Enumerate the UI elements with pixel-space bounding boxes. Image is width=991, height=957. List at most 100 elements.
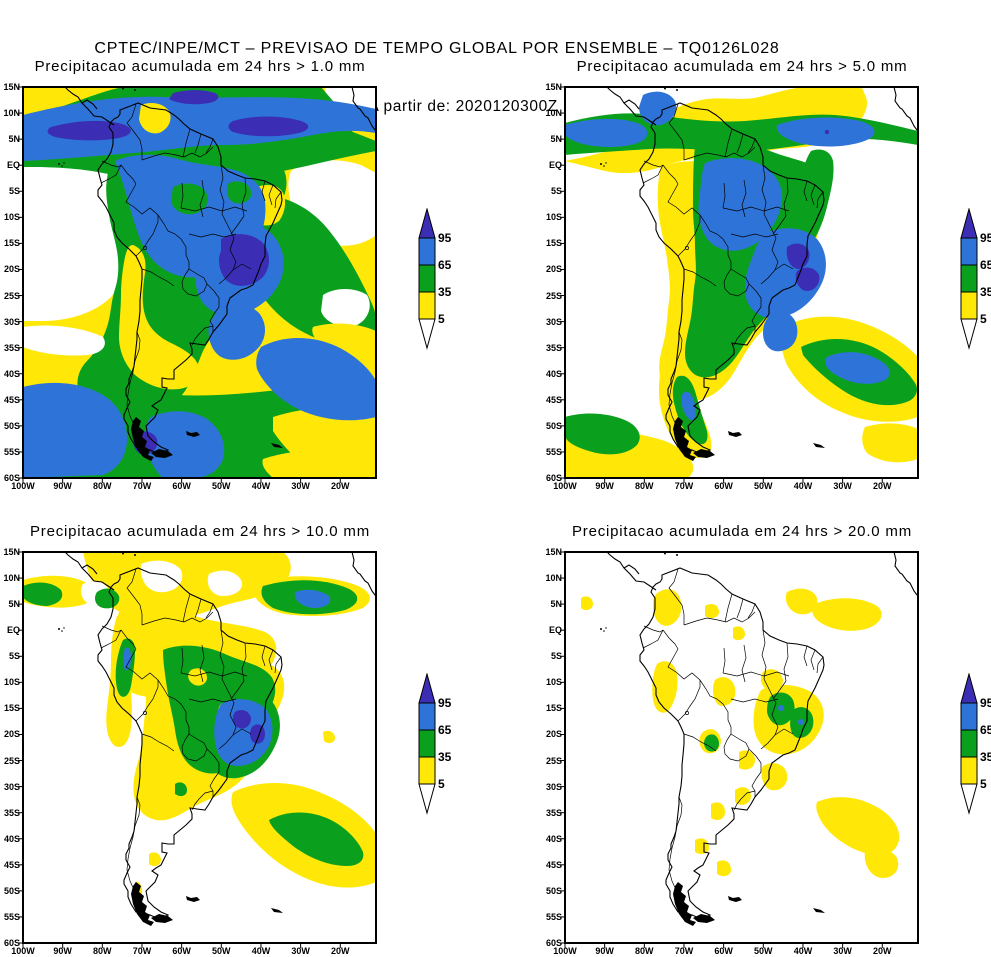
svg-text:65: 65 <box>980 258 991 272</box>
lat-tick-label: 5S <box>8 186 20 197</box>
lon-tick-label: 80W <box>635 481 654 491</box>
map-gt-20mm: 95 65 35 5 15N 10N 5N EQ 5S 10S 15S 20S 25S 30S 35S 40… <box>545 547 991 956</box>
lon-tick-label: 40W <box>793 481 813 491</box>
lat-tick-label: 5N <box>550 599 562 610</box>
lat-tick-label: EQ <box>548 160 562 171</box>
lat-tick-label: 35S <box>545 342 562 353</box>
lat-tick-label: 55S <box>545 911 562 922</box>
lon-tick-label: 60W <box>714 946 733 956</box>
lat-tick-label: 15S <box>3 238 20 249</box>
lat-tick-label: 40S <box>3 833 20 844</box>
map-svg <box>18 86 377 483</box>
probability-colorbar: 95 65 35 5 <box>418 672 470 818</box>
panel-title: Precipitacao acumulada em 24 hrs > 10.0 … <box>29 523 370 540</box>
lon-tick-label: 100W <box>11 481 35 491</box>
panel-title: Precipitacao acumulada em 24 hrs > 5.0 m… <box>576 58 908 75</box>
lat-tick-label: 5N <box>8 599 20 610</box>
lon-tick-label: 60W <box>172 481 191 491</box>
svg-text:35: 35 <box>438 285 452 299</box>
header-title: CPTEC/INPE/MCT – PREVISAO DE TEMPO GLOBA… <box>94 40 780 57</box>
lat-tick-label: 10S <box>545 677 562 688</box>
lat-tick-label: 25S <box>3 755 20 766</box>
lon-tick-label: 20W <box>873 481 892 491</box>
lat-tick-label: 15S <box>545 703 562 714</box>
lon-tick-label: 40W <box>793 946 813 956</box>
lat-tick-label: 10N <box>545 573 562 584</box>
lat-tick-label: 15N <box>545 547 562 557</box>
lat-tick-label: 5N <box>550 134 562 145</box>
lat-tick-label: 40S <box>545 368 562 379</box>
lon-tick-label: 100W <box>553 481 577 491</box>
lon-tick-label: 20W <box>331 481 350 491</box>
svg-text:65: 65 <box>438 723 452 737</box>
lat-tick-label: 35S <box>545 807 562 818</box>
lat-tick-label: 5N <box>8 134 20 145</box>
lon-tick-label: 60W <box>172 946 191 956</box>
lat-tick-label: 35S <box>3 342 20 353</box>
panel-precip-gt-1mm: Precipitacao acumulada em 24 hrs > 1.0 m… <box>0 58 460 523</box>
lat-tick-label: 15N <box>545 82 562 92</box>
lat-tick-label: 20S <box>3 729 20 740</box>
precip-probability-field <box>23 552 376 943</box>
svg-text:35: 35 <box>980 750 991 764</box>
map-svg <box>18 551 377 948</box>
lat-tick-label: 60S <box>3 938 20 948</box>
lat-tick-label: 25S <box>3 290 20 301</box>
map-frame <box>22 551 377 944</box>
lon-tick-label: 80W <box>93 946 112 956</box>
lat-tick-label: 5S <box>550 186 562 197</box>
lon-tick-label: 100W <box>11 946 35 956</box>
lat-tick-label: 15S <box>545 238 562 249</box>
lat-tick-label: 15N <box>3 547 20 557</box>
lat-tick-label: 50S <box>3 885 20 896</box>
lat-tick-label: 45S <box>545 394 562 405</box>
map-frame <box>564 551 919 944</box>
lat-tick-label: 60S <box>545 473 562 483</box>
lat-tick-label: 30S <box>545 316 562 327</box>
lat-tick-label: EQ <box>548 625 562 636</box>
precip-probability-field <box>565 552 918 943</box>
lat-tick-label: 20S <box>545 729 562 740</box>
lat-tick-label: 35S <box>3 807 20 818</box>
lat-tick-label: 10S <box>545 212 562 223</box>
lat-tick-label: EQ <box>6 160 20 171</box>
lon-tick-label: 30W <box>291 946 310 956</box>
svg-text:95: 95 <box>980 231 991 245</box>
lat-tick-label: 45S <box>3 859 20 870</box>
probability-colorbar: 95 65 35 5 <box>960 672 991 818</box>
lon-tick-label: 30W <box>833 946 852 956</box>
lat-tick-label: 10N <box>3 573 20 584</box>
lon-tick-label: 30W <box>833 481 852 491</box>
lat-tick-label: 10N <box>545 108 562 119</box>
map-svg <box>560 551 919 948</box>
lat-tick-label: 5S <box>8 651 20 662</box>
probability-colorbar: 95 65 35 5 <box>418 207 470 353</box>
map-frame <box>22 86 377 479</box>
map-svg <box>560 86 919 483</box>
panel-precip-gt-5mm: Precipitacao acumulada em 24 hrs > 5.0 m… <box>542 58 991 523</box>
lon-tick-label: 70W <box>132 946 152 956</box>
svg-text:35: 35 <box>980 285 991 299</box>
lat-tick-label: 20S <box>545 264 562 275</box>
svg-text:5: 5 <box>438 312 445 326</box>
lat-tick-label: 25S <box>545 755 562 766</box>
lat-tick-label: 10S <box>3 212 20 223</box>
map-frame <box>564 86 919 479</box>
lat-tick-label: 5S <box>550 651 562 662</box>
lon-tick-label: 90W <box>53 946 72 956</box>
lon-tick-label: 20W <box>873 946 892 956</box>
map-gt-10mm: 95 65 35 5 15N 10N 5N EQ 5S 10S 15S 20S 25S 30S 35S 40… <box>3 547 451 956</box>
lat-tick-label: 40S <box>545 833 562 844</box>
lat-tick-label: 10S <box>3 677 20 688</box>
lon-tick-label: 70W <box>132 481 152 491</box>
lon-tick-label: 40W <box>251 946 271 956</box>
lat-tick-label: 30S <box>3 781 20 792</box>
lat-tick-label: 20S <box>3 264 20 275</box>
lon-tick-label: 60W <box>714 481 733 491</box>
lon-tick-label: 40W <box>251 481 271 491</box>
lat-tick-label: EQ <box>6 625 20 636</box>
svg-text:65: 65 <box>438 258 452 272</box>
map-gt-1mm: 95 65 35 5 15N 10N 5N EQ 5S 10S 15S 20S 25S 30S 35S 40… <box>3 82 451 491</box>
lat-tick-label: 10N <box>3 108 20 119</box>
lat-tick-label: 55S <box>545 446 562 457</box>
